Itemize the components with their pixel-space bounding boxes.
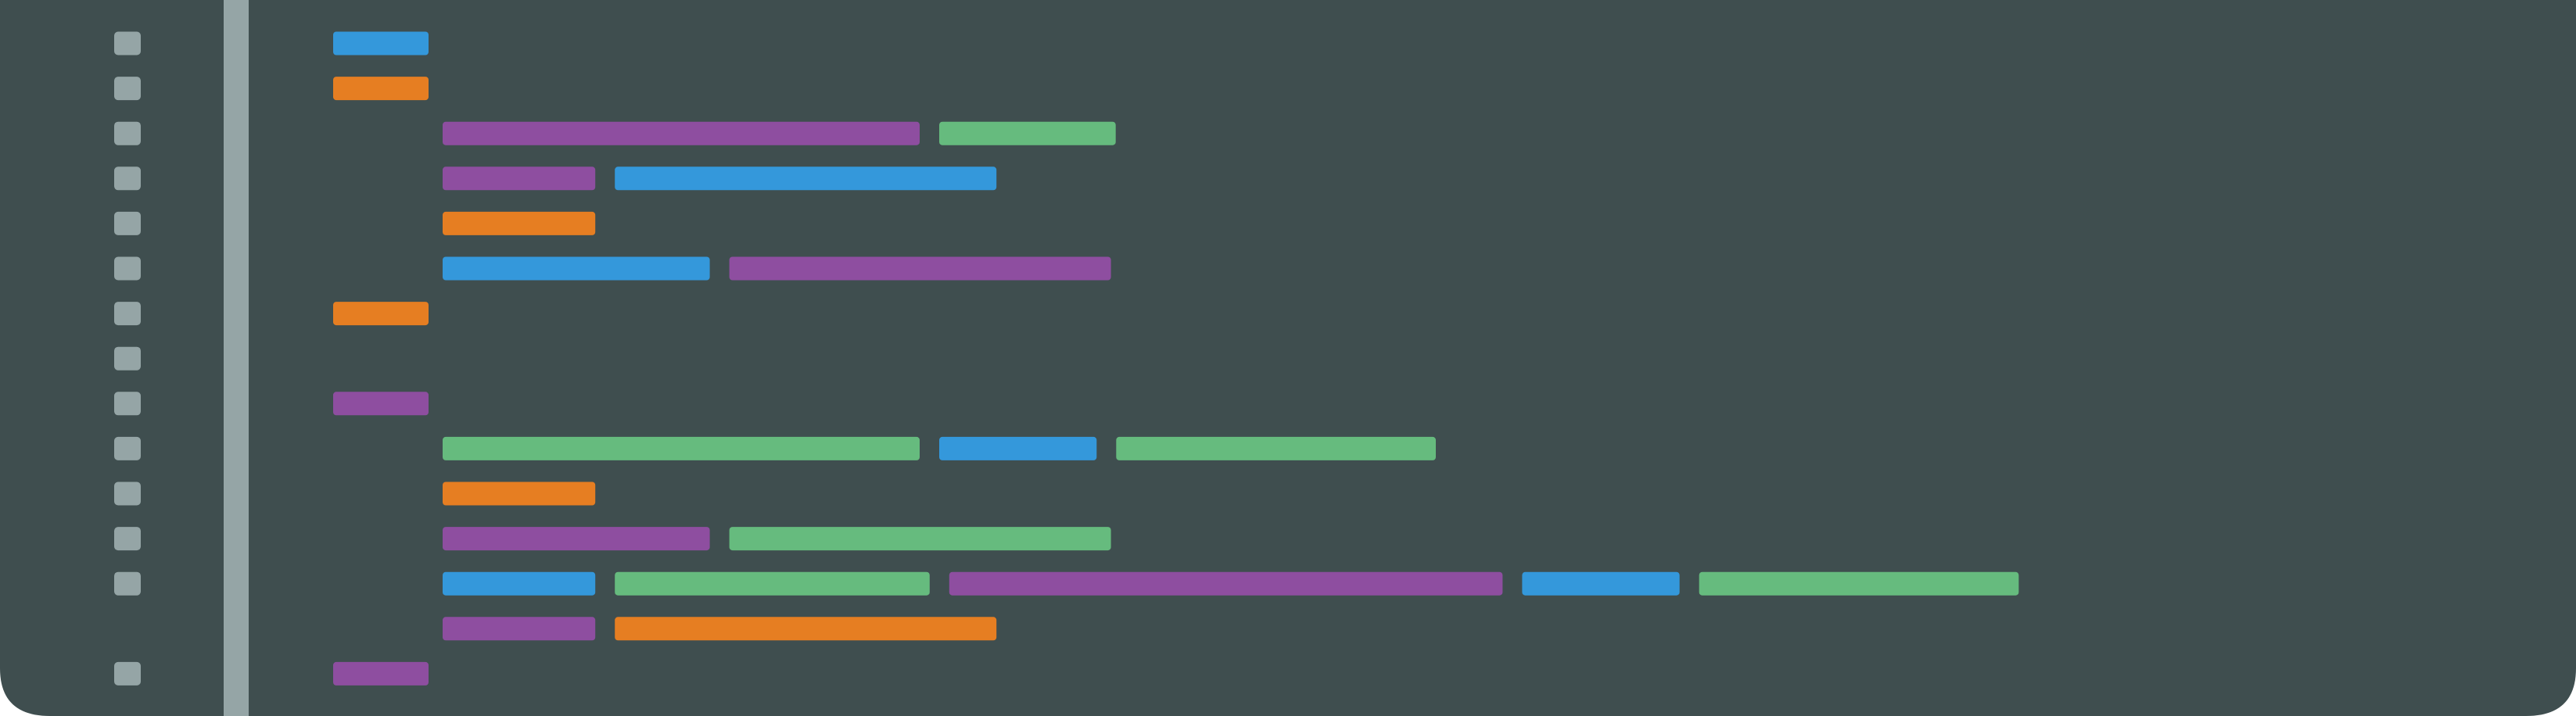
line-marker (114, 482, 141, 506)
code-token-orange (615, 617, 997, 641)
code-token-orange (333, 302, 429, 326)
code-token-blue (443, 571, 596, 596)
line-marker (114, 77, 141, 101)
code-token-orange (443, 482, 596, 506)
code-token-purple (333, 392, 429, 416)
line-marker (114, 392, 141, 416)
code-token-green (729, 527, 1111, 551)
code-token-orange (443, 211, 596, 235)
line-markers (114, 31, 141, 686)
code-token-green (615, 571, 930, 596)
code-token-blue (615, 166, 997, 191)
code-token-purple (443, 527, 710, 551)
line-marker (114, 571, 141, 596)
gutter-divider (224, 0, 249, 716)
line-marker (114, 256, 141, 281)
code-token-purple (443, 121, 920, 145)
code-token-purple (443, 166, 596, 191)
code-token-green (443, 436, 920, 460)
line-marker (114, 211, 141, 235)
code-token-blue (333, 31, 429, 55)
line-marker (114, 121, 141, 145)
code-token-orange (333, 77, 429, 101)
line-marker (114, 436, 141, 460)
line-marker (114, 661, 141, 686)
line-marker (114, 166, 141, 191)
code-token-blue (939, 436, 1097, 460)
line-marker (114, 302, 141, 326)
code-token-green (1116, 436, 1436, 460)
line-marker (114, 31, 141, 55)
code-token-blue (443, 256, 710, 281)
code-token-purple (729, 256, 1111, 281)
code-lines (333, 31, 2019, 686)
code-token-purple (333, 661, 429, 686)
code-token-blue (1522, 571, 1680, 596)
line-marker (114, 346, 141, 371)
code-token-green (939, 121, 1116, 145)
code-token-green (1699, 571, 2019, 596)
code-token-purple (443, 617, 596, 641)
code-token-purple (949, 571, 1503, 596)
line-marker (114, 527, 141, 551)
